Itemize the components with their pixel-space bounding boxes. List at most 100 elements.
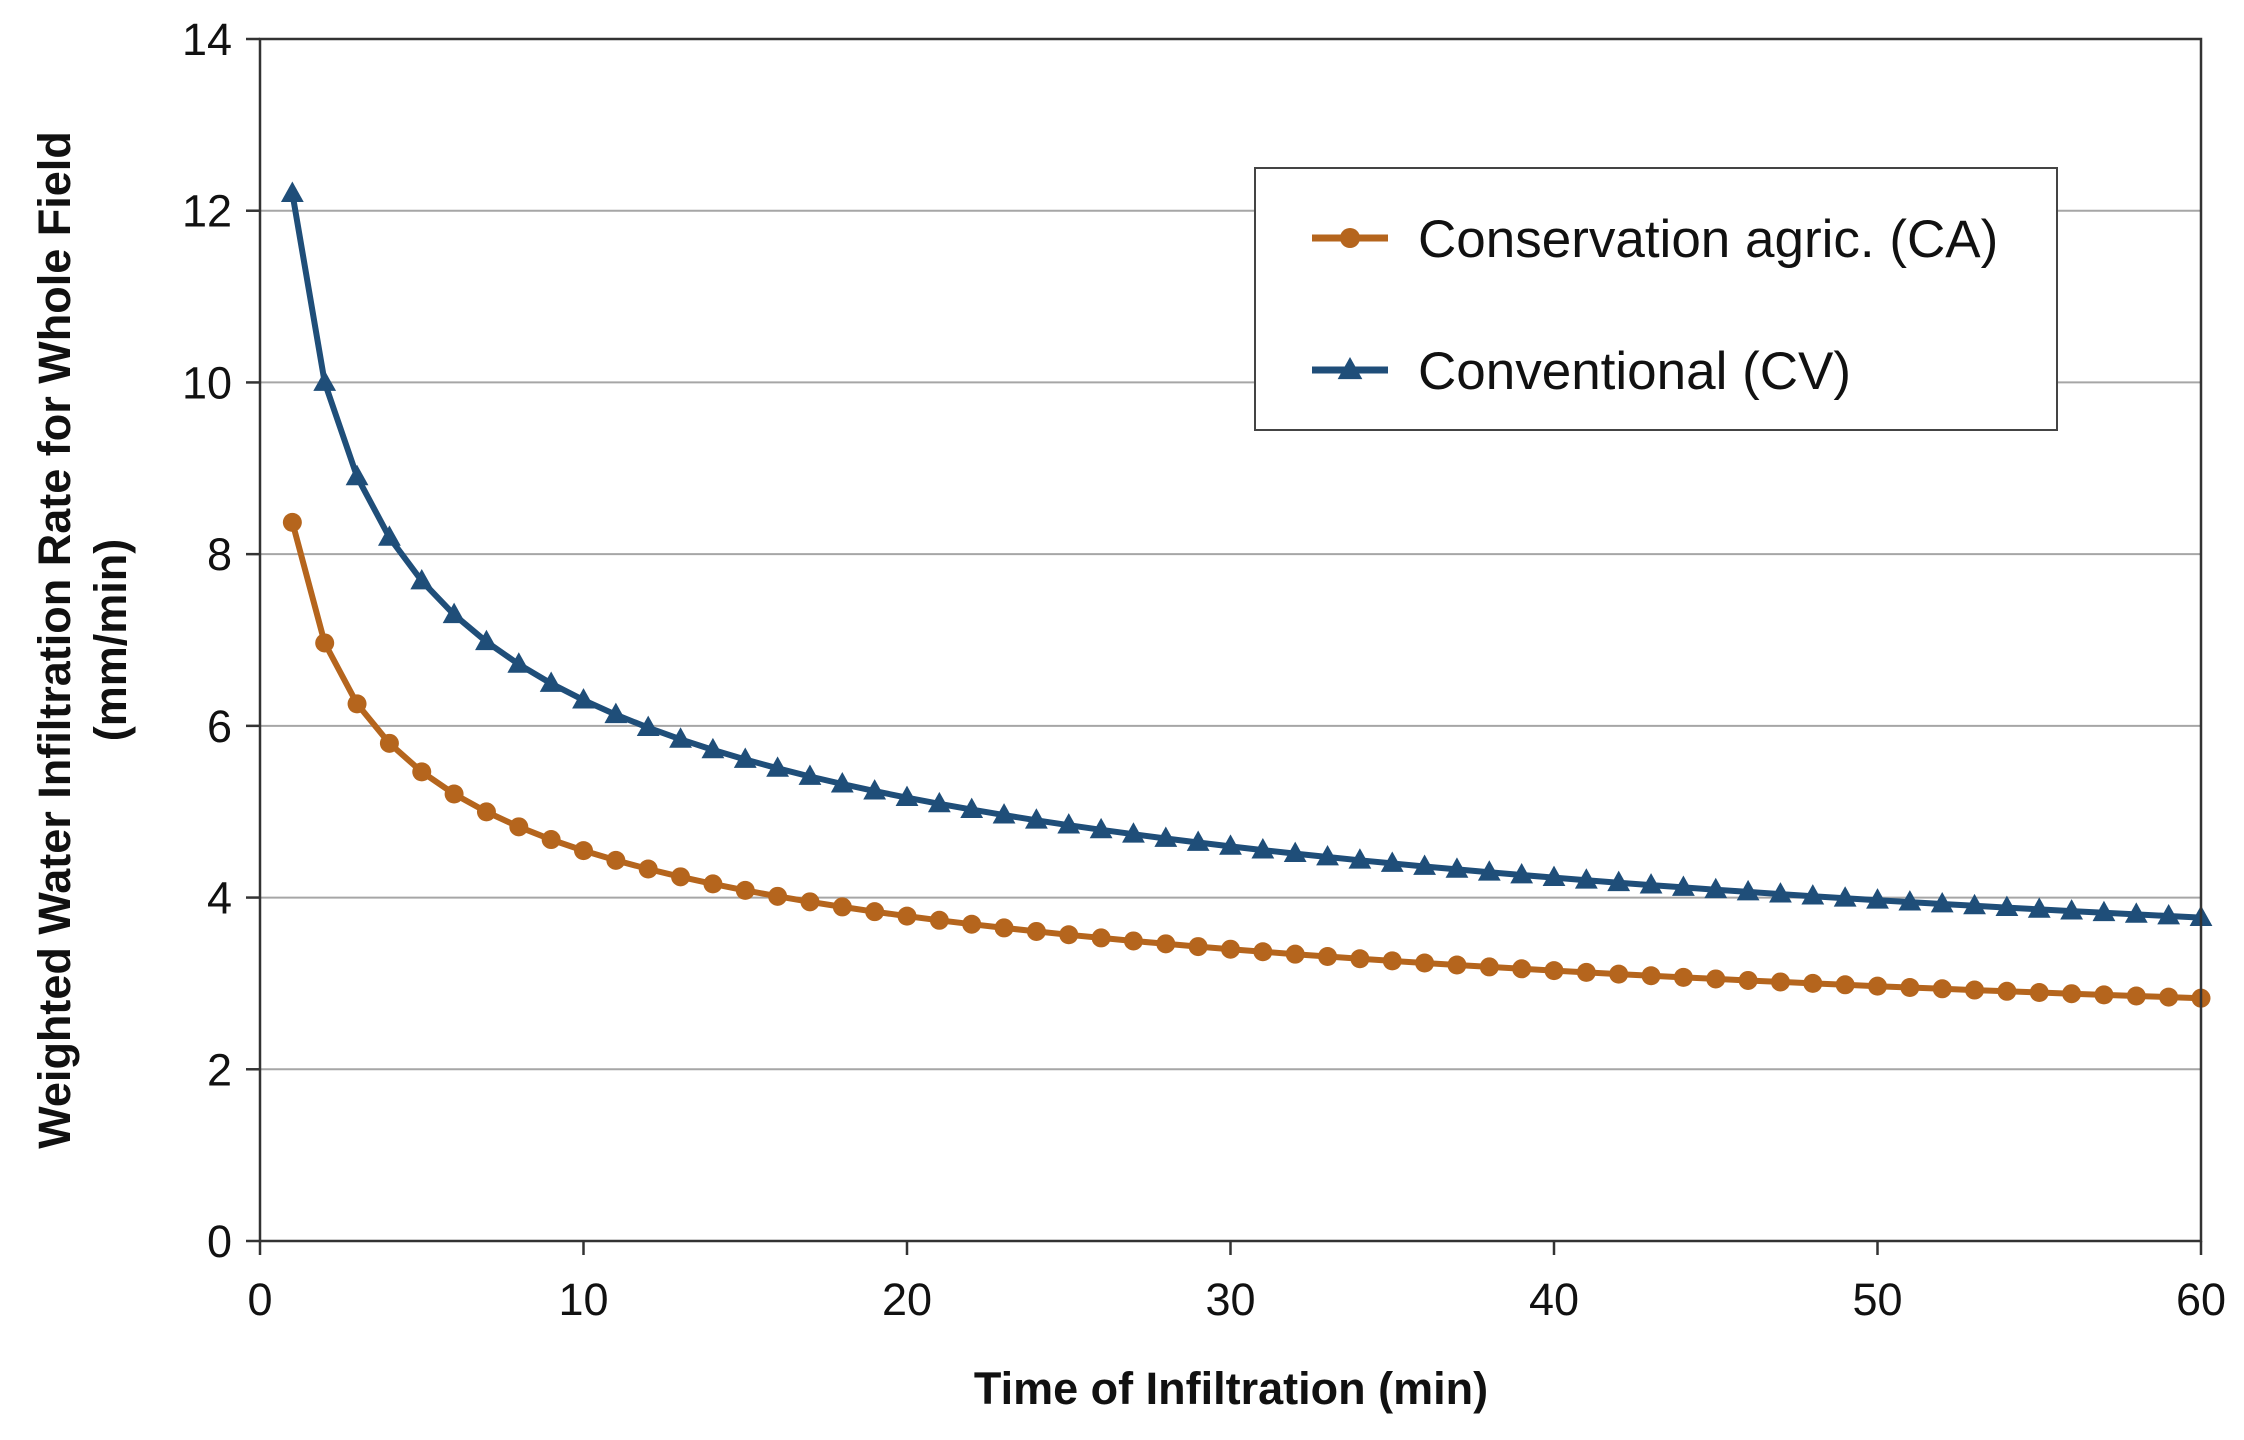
data-point-0-31 (1253, 942, 1273, 962)
data-point-1-34 (1348, 848, 1372, 869)
data-point-1-12 (636, 715, 660, 737)
data-point-0-16 (768, 886, 788, 906)
data-point-0-49 (1835, 975, 1855, 995)
data-point-0-40 (1544, 961, 1564, 981)
data-point-1-11 (604, 702, 628, 724)
data-point-0-5 (412, 762, 432, 782)
data-point-0-17 (800, 892, 820, 912)
data-point-1-55 (2027, 897, 2051, 918)
data-point-1-51 (1898, 890, 1922, 911)
y-tick-label-8: 8 (207, 529, 232, 580)
data-point-0-58 (2126, 986, 2146, 1006)
data-point-0-54 (1997, 981, 2017, 1001)
data-point-0-51 (1900, 977, 1920, 997)
data-point-0-14 (703, 874, 723, 894)
y-axis-title-line-2: (mm/min) (85, 539, 136, 742)
data-point-1-58 (2124, 902, 2148, 923)
data-point-1-46 (1736, 879, 1760, 901)
x-tick-label-10: 10 (558, 1274, 608, 1325)
data-point-1-52 (1930, 891, 1954, 913)
data-point-1-45 (1704, 877, 1728, 899)
data-point-0-41 (1576, 962, 1596, 982)
data-point-1-32 (1283, 841, 1307, 863)
data-point-0-33 (1318, 946, 1338, 966)
data-point-0-21 (929, 910, 949, 930)
data-point-0-37 (1447, 955, 1467, 975)
y-tick-label-14: 14 (182, 14, 232, 65)
data-point-1-26 (1089, 817, 1113, 839)
series-line-0 (289, 521, 2202, 1002)
data-point-0-20 (897, 906, 917, 926)
data-point-1-47 (1769, 882, 1792, 903)
data-point-0-57 (2094, 985, 2114, 1005)
data-point-1-20 (895, 785, 919, 807)
data-point-0-13 (671, 867, 691, 887)
data-point-0-10 (574, 841, 593, 861)
data-point-0-42 (1609, 964, 1629, 984)
legend-label-0: Conservation agric. (CA) (1418, 210, 1998, 269)
x-tick-label-50: 50 (1852, 1274, 1902, 1325)
data-point-1-33 (1316, 845, 1339, 866)
data-point-0-36 (1415, 953, 1435, 973)
data-point-0-26 (1091, 928, 1111, 948)
data-point-0-35 (1382, 951, 1402, 971)
series-layer (280, 181, 2213, 1008)
data-point-1-24 (1025, 808, 1048, 829)
data-point-0-55 (2029, 983, 2049, 1003)
data-point-0-34 (1350, 949, 1370, 969)
y-tick-label-4: 4 (207, 873, 232, 924)
data-point-1-31 (1251, 838, 1275, 859)
legend-box (1254, 167, 2058, 431)
data-point-0-8 (509, 817, 529, 837)
legend: Conservation agric. (CA) Conventional (CV… (1254, 167, 2058, 431)
data-point-1-54 (1995, 895, 2019, 917)
data-point-1-15 (733, 747, 757, 768)
data-point-0-3 (347, 694, 367, 714)
data-point-1-48 (1801, 884, 1825, 905)
data-point-1-49 (1833, 886, 1857, 907)
data-point-0-25 (1059, 925, 1079, 945)
data-point-1-8 (507, 652, 531, 673)
data-point-1-39 (1510, 862, 1534, 884)
data-point-1-25 (1057, 813, 1081, 834)
data-point-1-19 (863, 779, 887, 800)
data-point-0-29 (1188, 937, 1208, 957)
y-tick-label-0: 0 (207, 1216, 232, 1267)
x-tick-label-0: 0 (247, 1274, 272, 1325)
data-point-0-38 (1479, 957, 1499, 977)
data-point-1-42 (1607, 870, 1631, 892)
data-point-1-28 (1154, 826, 1178, 847)
data-point-0-44 (1673, 967, 1693, 987)
data-point-1-59 (2157, 903, 2181, 925)
data-point-1-1 (280, 181, 304, 202)
x-tick-label-40: 40 (1529, 1274, 1579, 1325)
y-tick-label-10: 10 (182, 357, 232, 408)
data-point-0-59 (2159, 987, 2179, 1007)
data-point-1-38 (1477, 860, 1501, 881)
data-point-1-14 (701, 737, 725, 759)
data-point-1-6 (442, 602, 466, 624)
y-tick-label-6: 6 (207, 701, 232, 752)
y-tick-label-12: 12 (182, 186, 232, 237)
data-point-1-30 (1219, 834, 1242, 855)
data-point-1-36 (1413, 854, 1436, 875)
y-axis-title-line-1: Weighted Water Infiltration Rate for Who… (29, 131, 80, 1149)
data-point-0-1 (282, 512, 302, 532)
data-point-1-44 (1672, 875, 1695, 896)
data-point-1-50 (1866, 888, 1889, 909)
data-point-0-32 (1285, 944, 1305, 964)
data-point-0-47 (1770, 972, 1790, 992)
legend-items: Conservation agric. (CA) Conventional (CV… (1312, 210, 1998, 401)
data-point-1-27 (1122, 822, 1145, 843)
data-point-1-18 (830, 772, 854, 793)
data-point-1-23 (992, 803, 1016, 824)
data-point-1-2 (313, 370, 337, 391)
data-point-1-40 (1542, 865, 1566, 887)
data-point-1-53 (1963, 893, 1986, 915)
data-point-1-43 (1639, 873, 1663, 894)
data-point-1-22 (960, 797, 984, 819)
data-point-0-23 (994, 918, 1014, 938)
data-point-0-9 (541, 830, 561, 850)
data-point-1-56 (2060, 899, 2083, 920)
